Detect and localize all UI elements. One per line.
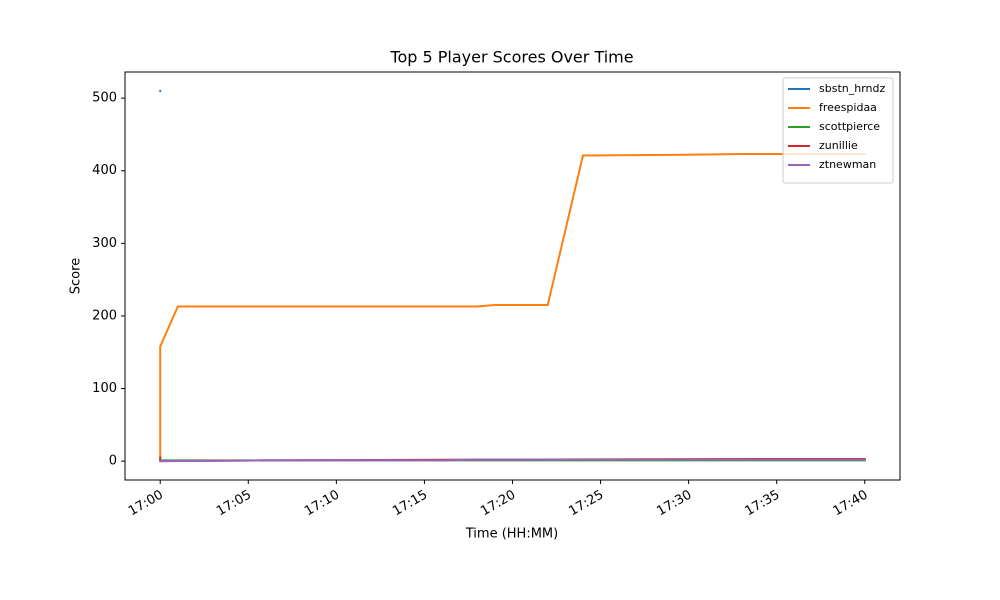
x-tick-label: 17:20 (478, 488, 518, 520)
series-line (159, 153, 866, 459)
x-tick-label: 17:10 (302, 488, 342, 520)
y-tick-label: 200 (92, 308, 117, 323)
y-axis-label: Score (69, 258, 84, 294)
y-tick-label: 0 (109, 454, 117, 469)
y-tick-label: 400 (92, 163, 117, 178)
legend-label: ztnewman (819, 158, 876, 171)
legend-label: zunillie (819, 139, 858, 152)
x-tick-label: 17:15 (390, 488, 430, 520)
y-tick-label: 300 (92, 236, 117, 251)
x-axis-label: Time (HH:MM) (465, 527, 558, 542)
legend-label: scottpierce (819, 120, 880, 133)
x-tick-label: 17:25 (566, 488, 606, 520)
series-line (159, 458, 866, 463)
legend-label: sbstn_hrndz (819, 82, 885, 95)
x-tick-label: 17:00 (126, 488, 166, 520)
x-tick-label: 17:40 (831, 488, 871, 520)
legend-label: freespidaa (819, 101, 877, 114)
y-tick-label: 500 (92, 91, 117, 106)
x-tick-label: 17:30 (654, 488, 694, 520)
x-tick-label: 17:35 (743, 488, 783, 520)
chart-title: Top 5 Player Scores Over Time (389, 48, 633, 67)
y-tick-label: 100 (92, 381, 117, 396)
legend-box (782, 77, 894, 184)
plot-frame (124, 71, 901, 481)
x-tick-label: 17:05 (214, 488, 254, 520)
